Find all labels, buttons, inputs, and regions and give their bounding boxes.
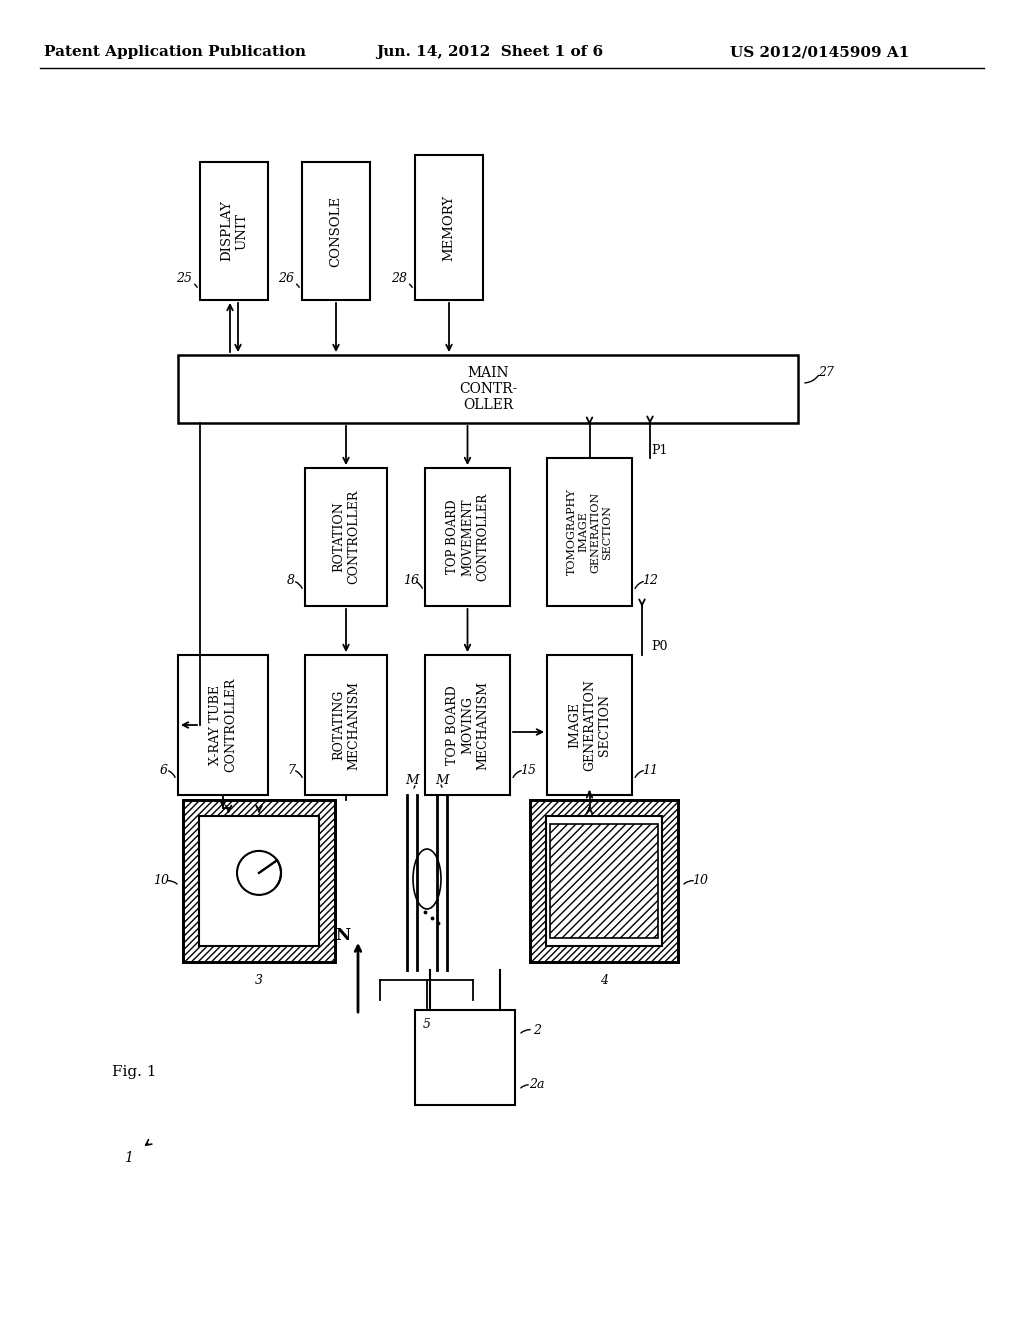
Text: 28: 28 — [391, 272, 407, 285]
Text: 4: 4 — [600, 974, 608, 986]
Bar — [178, 355, 798, 422]
Text: 25: 25 — [176, 272, 193, 285]
Text: M: M — [406, 774, 419, 787]
Text: M: M — [435, 774, 449, 787]
Bar — [183, 800, 335, 962]
Bar — [530, 800, 678, 962]
Text: P1: P1 — [651, 444, 669, 457]
Text: P0: P0 — [651, 640, 669, 653]
Text: 15: 15 — [520, 763, 536, 776]
Bar — [415, 154, 483, 300]
Bar — [199, 816, 319, 946]
Text: X-RAY TUBE
CONTROLLER: X-RAY TUBE CONTROLLER — [209, 677, 237, 772]
Text: N: N — [336, 928, 350, 945]
Text: DISPLAY
UNIT: DISPLAY UNIT — [220, 201, 248, 261]
Text: 1: 1 — [124, 1151, 132, 1166]
Text: MAIN
CONTR-
OLLER: MAIN CONTR- OLLER — [459, 366, 517, 412]
Bar — [425, 655, 510, 795]
Text: 16: 16 — [403, 574, 419, 587]
Text: 10: 10 — [153, 874, 169, 887]
Bar — [550, 824, 658, 939]
Text: 6: 6 — [160, 763, 168, 776]
Text: 2a: 2a — [529, 1078, 545, 1092]
Bar — [302, 162, 370, 300]
Text: TOP BOARD
MOVING
MECHANISM: TOP BOARD MOVING MECHANISM — [446, 681, 489, 770]
Bar — [530, 800, 678, 962]
Text: 7: 7 — [287, 763, 295, 776]
Text: CONSOLE: CONSOLE — [330, 195, 342, 267]
Text: US 2012/0145909 A1: US 2012/0145909 A1 — [730, 45, 909, 59]
Text: 2: 2 — [534, 1023, 541, 1036]
Text: 3: 3 — [255, 974, 263, 986]
Text: ROTATION
CONTROLLER: ROTATION CONTROLLER — [332, 490, 360, 585]
Bar — [547, 458, 632, 606]
Text: Patent Application Publication: Patent Application Publication — [44, 45, 306, 59]
Bar — [415, 1010, 515, 1105]
Bar — [183, 800, 335, 962]
Text: 8: 8 — [287, 574, 295, 587]
Bar — [546, 816, 662, 946]
Bar — [200, 162, 268, 300]
Text: 12: 12 — [642, 574, 658, 587]
Text: Fig. 1: Fig. 1 — [112, 1065, 157, 1078]
Bar — [547, 655, 632, 795]
Text: 27: 27 — [818, 367, 834, 380]
Text: Jun. 14, 2012  Sheet 1 of 6: Jun. 14, 2012 Sheet 1 of 6 — [377, 45, 603, 59]
Text: 11: 11 — [642, 763, 658, 776]
Bar — [178, 655, 268, 795]
Text: 26: 26 — [278, 272, 294, 285]
Text: TOP BOARD
MOVEMENT
CONTROLLER: TOP BOARD MOVEMENT CONTROLLER — [446, 492, 489, 581]
Bar — [305, 469, 387, 606]
Text: 10: 10 — [692, 874, 708, 887]
Bar — [305, 655, 387, 795]
Text: 5: 5 — [423, 1019, 430, 1031]
Text: MEMORY: MEMORY — [442, 194, 456, 260]
Text: TOMOGRAPHY
IMAGE
GENERATION
SECTION: TOMOGRAPHY IMAGE GENERATION SECTION — [567, 488, 612, 576]
Text: ROTATING
MECHANISM: ROTATING MECHANISM — [332, 681, 360, 770]
Text: IMAGE
GENERATION
SECTION: IMAGE GENERATION SECTION — [568, 678, 611, 771]
Bar — [425, 469, 510, 606]
